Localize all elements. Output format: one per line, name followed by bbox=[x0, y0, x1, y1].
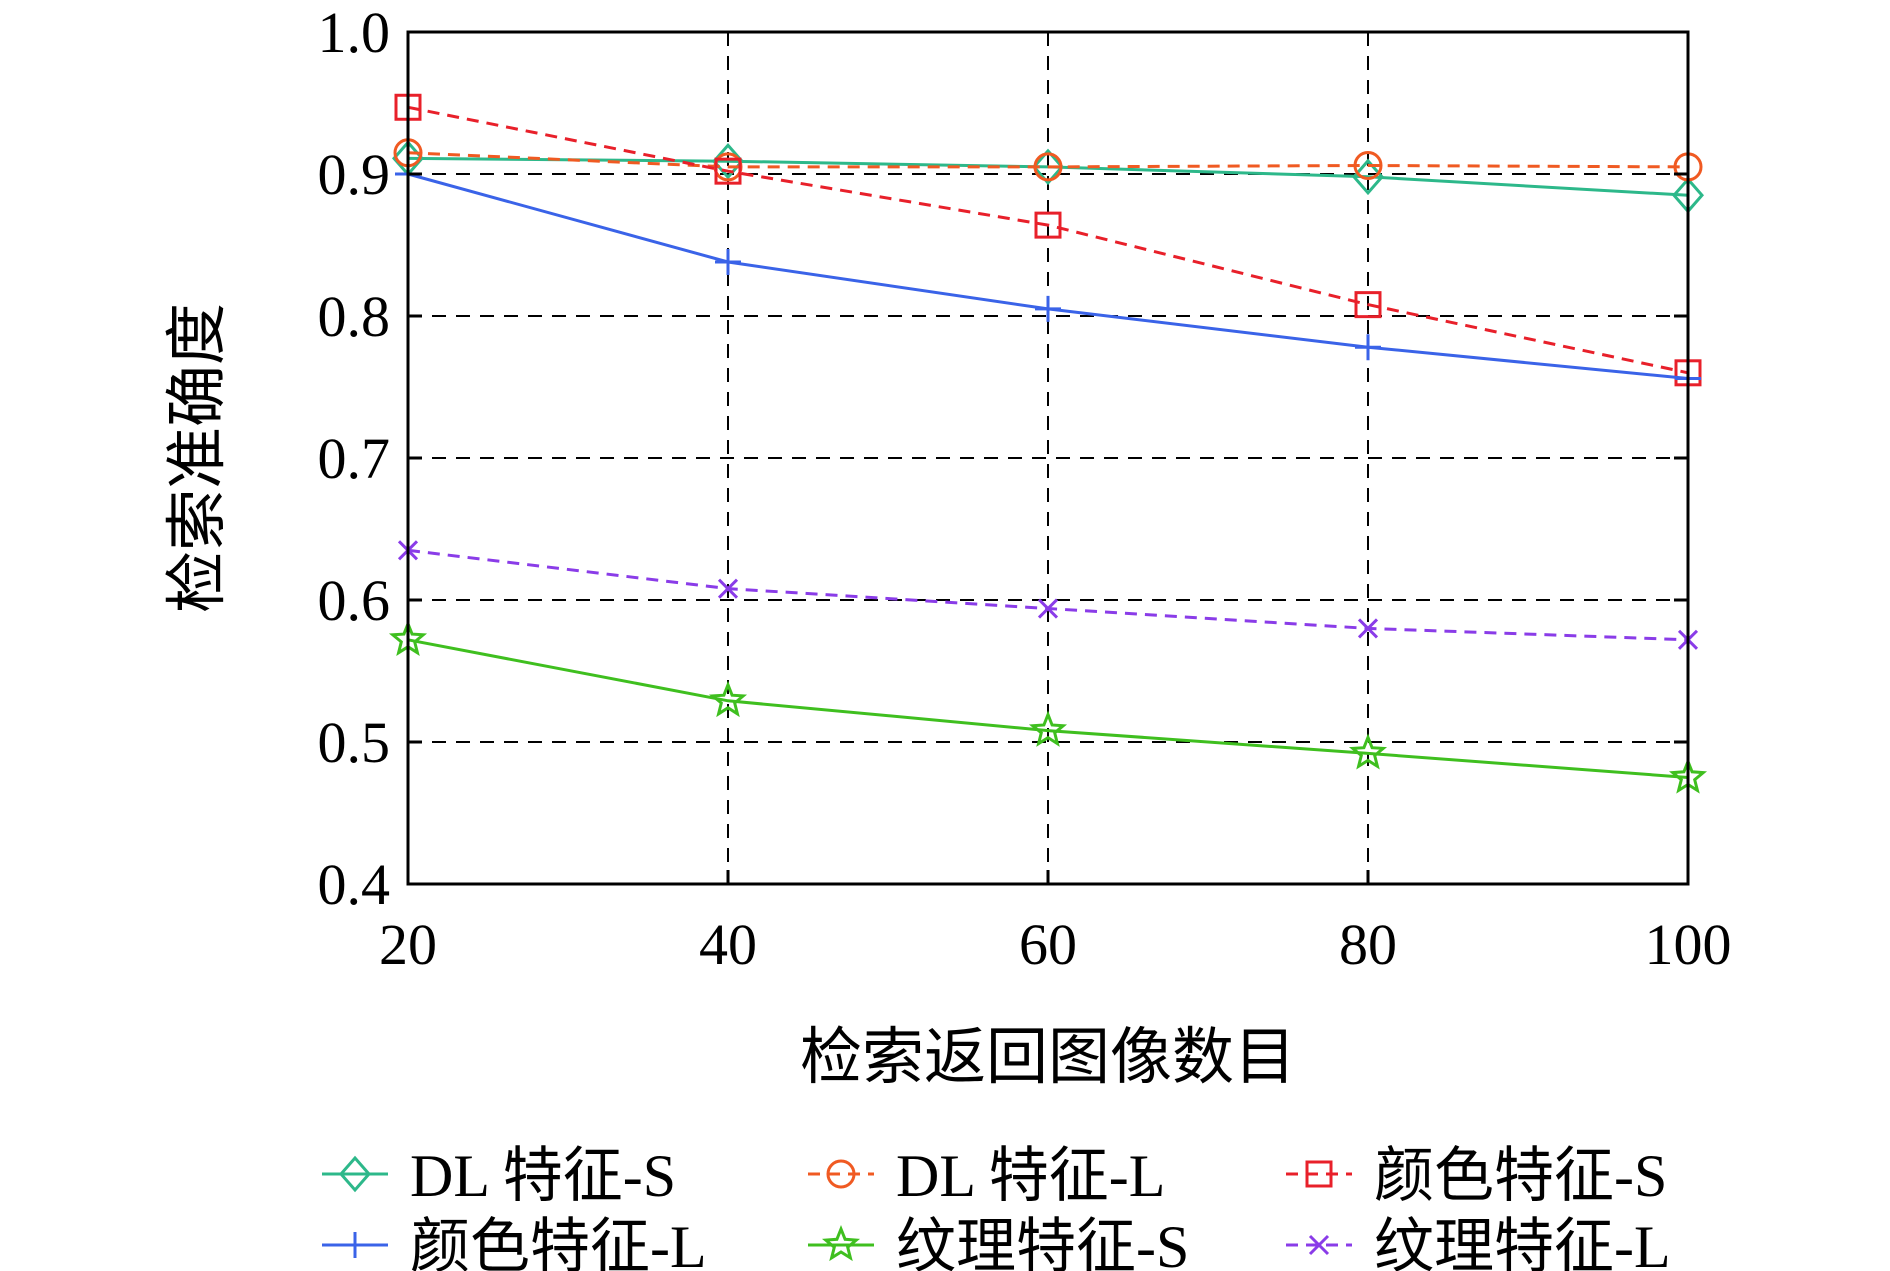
data-point bbox=[708, 680, 748, 718]
data-point bbox=[714, 157, 742, 185]
data-point bbox=[1033, 152, 1063, 182]
legend-label: 纹理特征-L bbox=[1374, 1214, 1671, 1271]
y-tick-label: 0.7 bbox=[318, 426, 391, 491]
x-tick-label: 20 bbox=[379, 912, 437, 977]
data-point bbox=[1348, 733, 1388, 770]
legend-item: DL 特征-S bbox=[322, 1143, 676, 1209]
y-tick-label: 0.4 bbox=[318, 852, 391, 917]
data-point bbox=[1352, 158, 1384, 196]
legend-item: 颜色特征-S bbox=[1286, 1143, 1667, 1209]
x-axis-label: 检索返回图像数目 bbox=[800, 1024, 1296, 1092]
legend-marker bbox=[821, 1224, 861, 1262]
data-point bbox=[1037, 598, 1059, 619]
legend-item: DL 特征-L bbox=[808, 1143, 1165, 1209]
y-tick-label: 0.9 bbox=[318, 142, 391, 207]
legend-label: 纹理特征-S bbox=[896, 1214, 1189, 1271]
legend-item: 纹理特征-S bbox=[808, 1214, 1189, 1271]
y-tick-label: 0.8 bbox=[318, 284, 391, 349]
tick-layer: 0.4 0.5 0.6 0.7 0.8 0.9 1.0 20 40 60 80 100 bbox=[318, 0, 1732, 977]
legend-marker bbox=[1308, 1234, 1330, 1256]
legend-label: DL 特征-L bbox=[896, 1143, 1165, 1209]
data-point bbox=[1035, 295, 1061, 322]
data-point bbox=[1353, 150, 1383, 180]
data-point bbox=[1355, 334, 1381, 361]
legend-item: 纹理特征-L bbox=[1286, 1214, 1671, 1271]
legend-marker bbox=[826, 1159, 856, 1189]
y-tick-label: 0.6 bbox=[318, 568, 391, 633]
series-5 bbox=[388, 619, 1708, 794]
grid-layer bbox=[408, 32, 1688, 884]
legend-marker bbox=[342, 1232, 368, 1258]
legend: DL 特征-S DL 特征-L 颜色特征-S 颜色特征-L 纹理特征-S 纹理特征-L bbox=[322, 1143, 1671, 1271]
legend-marker bbox=[339, 1155, 371, 1193]
data-point bbox=[717, 578, 739, 599]
data-point bbox=[1354, 291, 1382, 319]
series-line bbox=[407, 151, 1689, 169]
series-line bbox=[407, 638, 1689, 779]
legend-item: 颜色特征-L bbox=[322, 1214, 707, 1271]
x-tick-label: 100 bbox=[1645, 912, 1732, 977]
y-tick-label: 0.5 bbox=[318, 710, 391, 775]
legend-label: 颜色特征-S bbox=[1374, 1143, 1667, 1209]
series-line bbox=[407, 105, 1689, 375]
x-tick-label: 40 bbox=[699, 912, 757, 977]
data-point bbox=[1357, 618, 1379, 639]
legend-label: DL 特征-S bbox=[410, 1143, 676, 1209]
legend-label: 颜色特征-L bbox=[410, 1214, 707, 1271]
x-tick-label: 80 bbox=[1339, 912, 1397, 977]
data-point bbox=[1032, 148, 1064, 186]
y-tick-label: 1.0 bbox=[318, 0, 391, 65]
data-point bbox=[1028, 710, 1068, 747]
data-point bbox=[715, 249, 741, 276]
y-axis-label: 检索准确度 bbox=[164, 303, 232, 613]
data-point bbox=[1034, 211, 1062, 239]
legend-marker bbox=[1305, 1160, 1333, 1188]
x-tick-label: 60 bbox=[1019, 912, 1077, 977]
